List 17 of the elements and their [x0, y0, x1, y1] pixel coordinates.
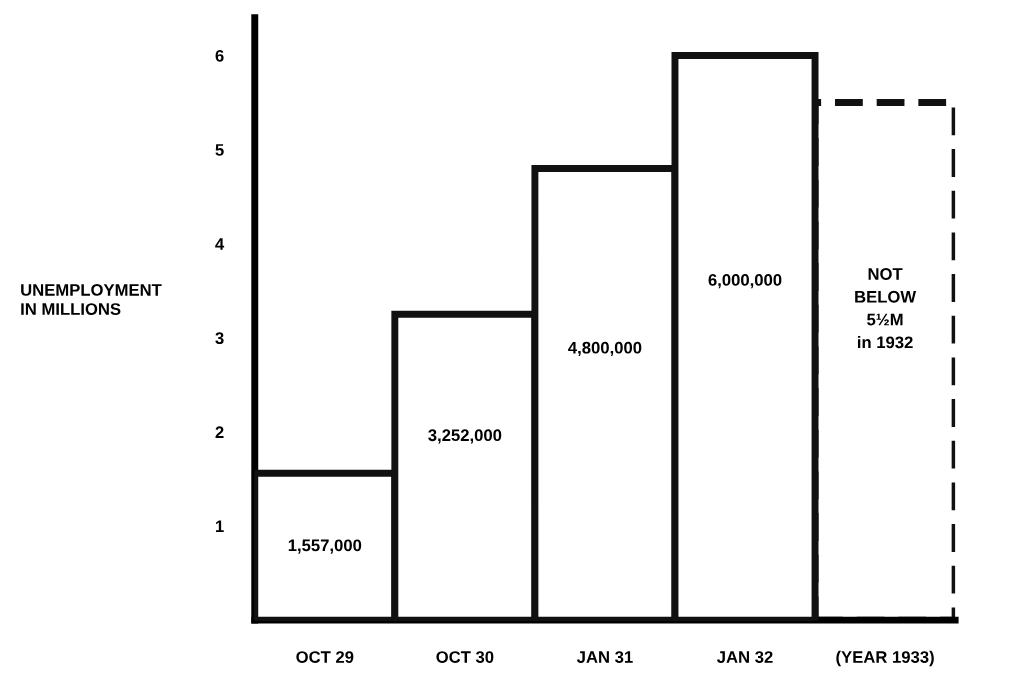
- annotation: 3,252,000: [428, 429, 502, 444]
- annotation: 1,557,000: [288, 539, 362, 554]
- y-tick-label: 5: [215, 144, 224, 156]
- annotation: NOT BELOW 5½M in 1932: [855, 268, 917, 349]
- y-tick-label: 3: [215, 332, 224, 345]
- x-tick-label: JAN 32: [717, 651, 773, 663]
- annotation: 6,000,000: [708, 274, 782, 289]
- y-axis-title: UNEMPLOYMENT IN MILLIONS: [21, 284, 162, 315]
- x-tick-label: OCT 30: [436, 651, 494, 663]
- x-tick-label: (YEAR 1933): [836, 650, 934, 667]
- y-tick-label: 6: [215, 49, 224, 62]
- annotation: 4,800,000: [568, 341, 642, 356]
- x-tick-label: OCT 29: [296, 651, 354, 663]
- x-tick-label: JAN 31: [576, 651, 633, 663]
- y-tick-label: 1: [215, 520, 224, 533]
- y-tick-label: 2: [215, 426, 224, 438]
- y-tick-label: 4: [215, 238, 225, 250]
